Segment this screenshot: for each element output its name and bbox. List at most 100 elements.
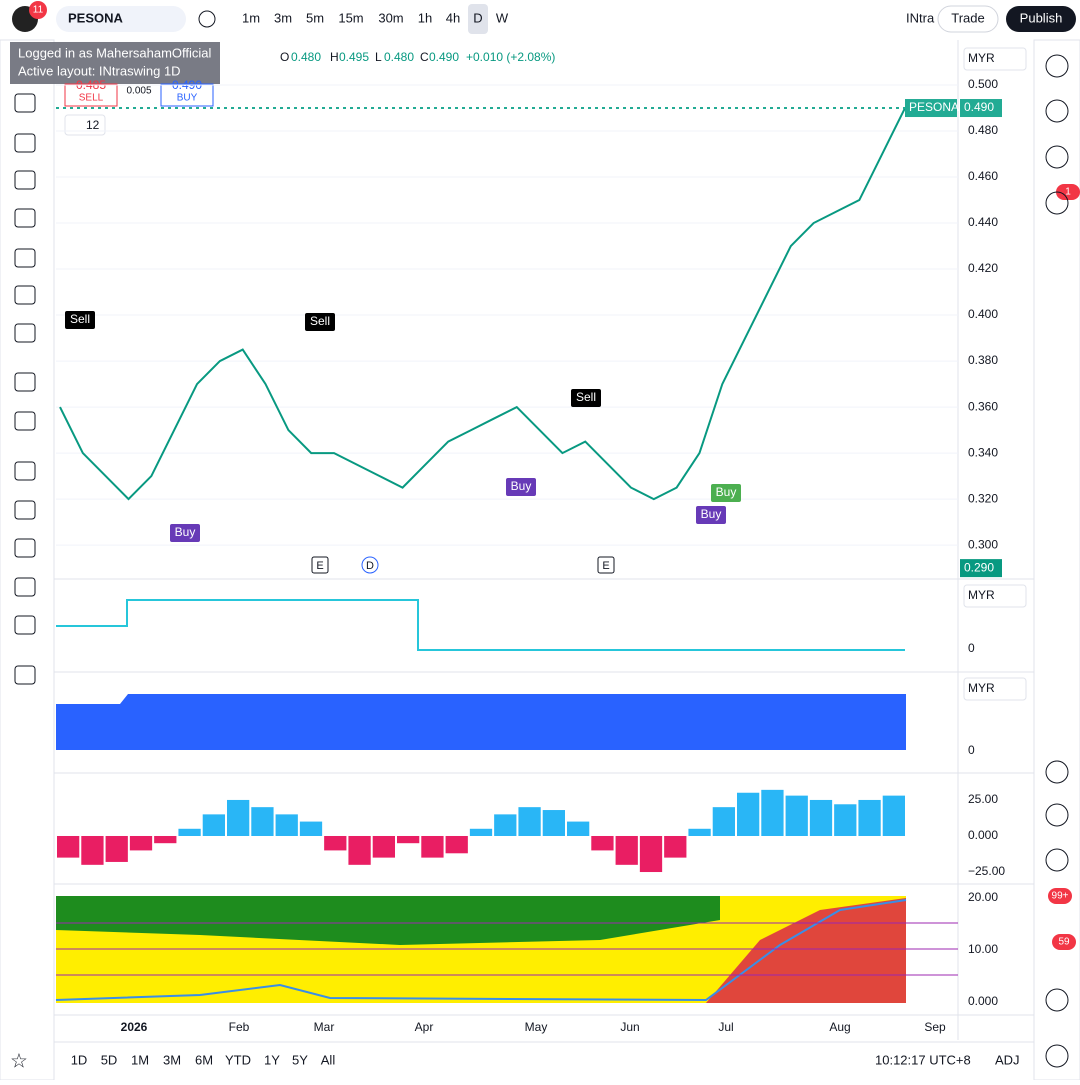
interval[interactable]: 1h [418, 10, 432, 25]
tool-icon[interactable] [14, 93, 36, 113]
range-button[interactable]: 6M [195, 1052, 213, 1067]
y-tick-label: −25.00 [968, 864, 1005, 878]
range-button[interactable]: All [321, 1052, 336, 1067]
event-marker[interactable] [597, 556, 615, 574]
tool-icon[interactable] [14, 411, 36, 431]
range-button[interactable]: 5Y [292, 1052, 308, 1067]
tool-icon[interactable] [14, 323, 36, 343]
publish-button[interactable] [1006, 6, 1076, 32]
tool-icon[interactable] [14, 577, 36, 597]
hist-bar [639, 835, 663, 873]
currency-select[interactable] [963, 584, 1027, 608]
hist-bar [227, 799, 250, 836]
range-button[interactable]: 1Y [264, 1052, 280, 1067]
hist-bar [397, 835, 420, 844]
range-button[interactable]: 5D [101, 1052, 118, 1067]
hist-bar [154, 835, 177, 844]
signal-text: Buy [175, 525, 196, 539]
green-area [56, 896, 720, 945]
interval[interactable]: W [496, 10, 509, 25]
tooltip [10, 42, 220, 84]
hist-bar [251, 807, 274, 836]
event-marker[interactable] [361, 556, 379, 574]
tool-icon[interactable] [14, 461, 36, 481]
sell-button[interactable] [64, 83, 118, 107]
sidebar-icon[interactable] [1045, 988, 1069, 1012]
tool-icon[interactable] [14, 538, 36, 558]
event-marker[interactable] [311, 556, 329, 574]
badge-count: 11 [33, 5, 44, 16]
range-button[interactable]: 3M [163, 1052, 181, 1067]
hist-bar [834, 804, 857, 836]
tooltip-line: Logged in as MahersahamOfficial [18, 45, 212, 60]
sidebar-icon[interactable] [1045, 760, 1069, 784]
tool-icon[interactable] [14, 665, 36, 685]
badge [1048, 888, 1072, 904]
trade-label: Trade [951, 10, 984, 25]
active-interval [468, 4, 488, 34]
hist-bar [81, 835, 104, 865]
hist-bar [421, 835, 444, 858]
range-button[interactable]: 1D [71, 1052, 88, 1067]
currency-select[interactable] [963, 47, 1027, 71]
tool-icon[interactable] [14, 285, 36, 305]
tool-icon[interactable] [14, 248, 36, 268]
buy-button[interactable] [160, 83, 214, 107]
star[interactable]: ☆ [10, 1050, 28, 1072]
interval[interactable]: 15m [338, 10, 363, 25]
indicator-toggle[interactable] [64, 114, 106, 136]
y-tick-label: 0.360 [968, 399, 998, 413]
signal-tag [506, 478, 536, 496]
clock: 10:12:17 UTC+8 [875, 1052, 971, 1067]
interval[interactable]: 4h [446, 10, 460, 25]
y-tick-label: 0.320 [968, 491, 998, 505]
hist-bar [712, 807, 735, 836]
tool-icon[interactable] [14, 372, 36, 392]
sidebar-icon[interactable] [1045, 145, 1069, 169]
y-tick-label: 20.00 [968, 890, 998, 904]
hist-bar [324, 835, 347, 851]
signal-text: Buy [716, 485, 737, 499]
tool-icon[interactable] [14, 500, 36, 520]
tool-icon[interactable] [14, 170, 36, 190]
currency-select[interactable] [963, 677, 1027, 701]
sidebar-icon[interactable] [1045, 848, 1069, 872]
range-button[interactable]: YTD [225, 1052, 251, 1067]
y-tick-label: 0.000 [968, 994, 998, 1008]
tool-icon[interactable] [14, 133, 36, 153]
y-tick-label: 25.00 [968, 792, 998, 806]
interval[interactable]: 5m [306, 10, 324, 25]
symbol-search[interactable] [56, 6, 186, 32]
sidebar-icon[interactable] [1045, 1044, 1069, 1068]
interval[interactable]: 1m [242, 10, 260, 25]
signal-tag [65, 311, 95, 329]
y-tick-label: 0.300 [968, 537, 998, 551]
signal-tag [305, 313, 335, 331]
hist-bar [664, 835, 687, 858]
interval[interactable]: 3m [274, 10, 292, 25]
tool-icon[interactable] [14, 615, 36, 635]
layout-name[interactable]: INtra [906, 10, 935, 25]
event-text: E [602, 560, 609, 572]
add-symbol[interactable] [198, 10, 216, 28]
range-button[interactable]: 1M [131, 1052, 149, 1067]
sidebar-icon[interactable] [1045, 99, 1069, 123]
trade-button[interactable] [937, 5, 999, 33]
tool-icon[interactable] [14, 208, 36, 228]
sidebar-icon[interactable] [1045, 54, 1069, 78]
zero-label: 0 [968, 641, 975, 655]
h-value: 0.495 [339, 50, 369, 64]
signal-text: Buy [701, 507, 722, 521]
y-tick-label: 0.340 [968, 445, 998, 459]
adj-button[interactable]: ADJ [995, 1052, 1020, 1067]
x-tick-label: Sep [924, 1020, 946, 1034]
hist-bar [518, 807, 541, 836]
interval[interactable]: D [473, 10, 482, 25]
x-tick-label: May [525, 1020, 548, 1034]
y-tick-label: 0.000 [968, 828, 998, 842]
sidebar-icon[interactable] [1045, 803, 1069, 827]
y-tick-label: 10.00 [968, 942, 998, 956]
right-sidebar [1033, 39, 1080, 1081]
sidebar-icon[interactable] [1045, 191, 1069, 215]
interval[interactable]: 30m [378, 10, 403, 25]
